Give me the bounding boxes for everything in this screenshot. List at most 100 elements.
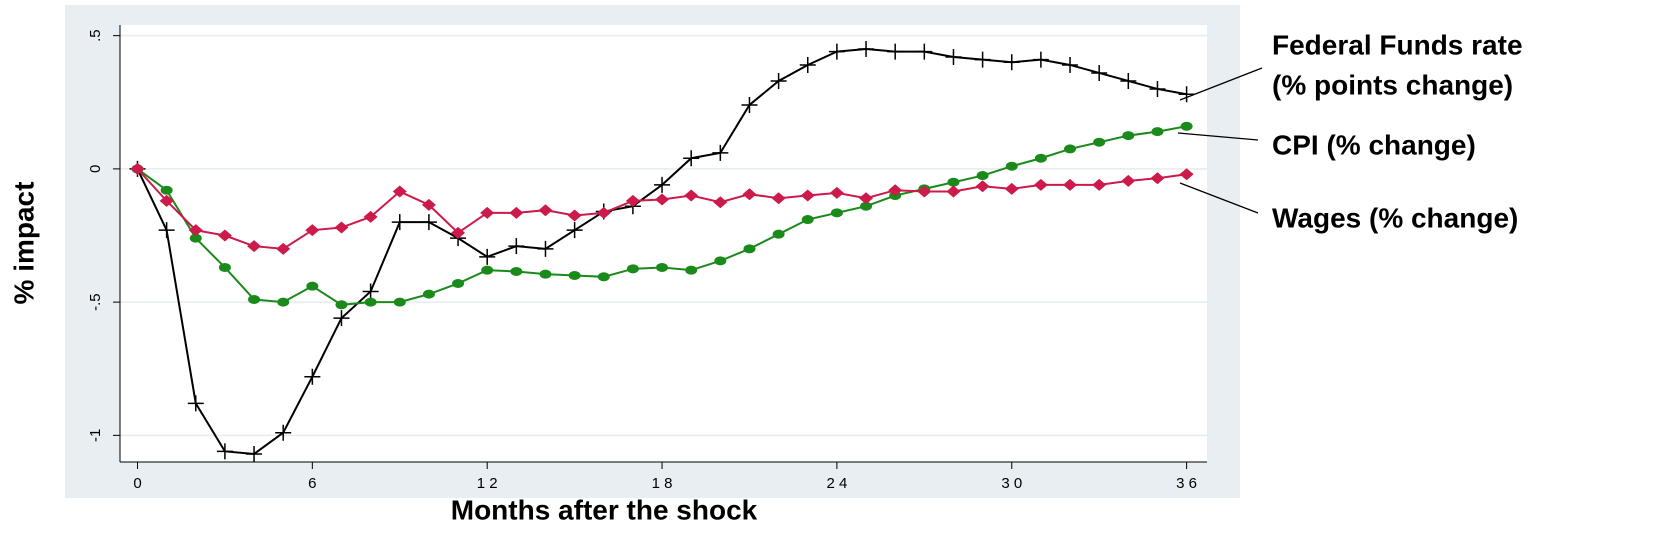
marker bbox=[655, 193, 670, 206]
marker bbox=[159, 194, 174, 207]
marker bbox=[1122, 131, 1135, 141]
marker bbox=[1091, 64, 1108, 81]
x-tick-label: 2 4 bbox=[826, 475, 847, 492]
marker bbox=[800, 189, 815, 202]
marker bbox=[597, 272, 610, 282]
marker bbox=[391, 214, 408, 231]
marker bbox=[568, 270, 581, 280]
marker bbox=[363, 210, 378, 223]
marker bbox=[1032, 51, 1049, 68]
marker bbox=[1062, 56, 1079, 73]
legend-label: Federal Funds rate bbox=[1272, 29, 1523, 60]
marker bbox=[510, 266, 523, 276]
marker bbox=[1149, 80, 1166, 97]
marker bbox=[364, 297, 377, 307]
marker bbox=[189, 233, 202, 243]
marker bbox=[539, 269, 552, 279]
marker bbox=[799, 56, 816, 73]
marker bbox=[451, 226, 466, 239]
marker bbox=[392, 185, 407, 198]
x-tick-label: 0 bbox=[133, 475, 141, 492]
leader-line bbox=[1179, 182, 1259, 214]
marker bbox=[830, 208, 843, 218]
marker bbox=[742, 188, 757, 201]
marker bbox=[976, 171, 989, 181]
x-tick-label: 6 bbox=[308, 475, 316, 492]
marker bbox=[566, 222, 583, 239]
marker bbox=[509, 206, 524, 219]
marker bbox=[217, 229, 232, 242]
marker bbox=[1151, 127, 1164, 137]
marker bbox=[916, 43, 933, 60]
marker bbox=[187, 395, 204, 412]
marker bbox=[887, 43, 904, 60]
marker bbox=[306, 281, 319, 291]
marker bbox=[772, 229, 785, 239]
marker bbox=[829, 186, 844, 199]
marker bbox=[537, 240, 554, 257]
marker bbox=[481, 265, 494, 275]
marker bbox=[333, 310, 350, 327]
marker bbox=[276, 242, 291, 255]
marker bbox=[452, 278, 465, 288]
marker bbox=[858, 40, 875, 57]
marker bbox=[713, 196, 728, 209]
marker bbox=[828, 43, 845, 60]
marker bbox=[683, 150, 700, 167]
marker bbox=[305, 224, 320, 237]
y-tick-label: -1 bbox=[87, 429, 104, 442]
marker bbox=[216, 443, 233, 460]
marker bbox=[1005, 161, 1018, 171]
marker bbox=[538, 204, 553, 217]
marker bbox=[770, 72, 787, 89]
marker bbox=[626, 264, 639, 274]
marker bbox=[1092, 178, 1107, 191]
y-axis-title: % impact bbox=[8, 182, 39, 305]
marker bbox=[801, 215, 814, 225]
x-axis-title: Months after the shock bbox=[451, 494, 758, 525]
marker bbox=[1063, 178, 1078, 191]
marker bbox=[421, 198, 436, 211]
marker bbox=[362, 283, 379, 300]
marker bbox=[479, 248, 496, 265]
marker bbox=[596, 206, 611, 219]
legend-label: (% points change) bbox=[1272, 69, 1513, 100]
x-tick-label: 1 8 bbox=[652, 475, 673, 492]
marker bbox=[860, 201, 873, 211]
marker bbox=[917, 185, 932, 198]
marker bbox=[684, 189, 699, 202]
y-tick-label: -.5 bbox=[87, 293, 104, 311]
marker bbox=[275, 424, 292, 441]
marker bbox=[393, 297, 406, 307]
marker bbox=[946, 185, 961, 198]
marker bbox=[248, 294, 261, 304]
y-tick-label: 0 bbox=[87, 165, 104, 173]
marker bbox=[1064, 144, 1077, 154]
marker bbox=[1121, 174, 1136, 187]
marker bbox=[741, 96, 758, 113]
marker bbox=[422, 289, 435, 299]
y-tick-label: .5 bbox=[87, 29, 104, 42]
marker bbox=[1003, 54, 1020, 71]
marker bbox=[771, 192, 786, 205]
marker bbox=[158, 222, 175, 239]
marker bbox=[945, 48, 962, 65]
legend-label: CPI (% change) bbox=[1272, 129, 1476, 160]
marker bbox=[656, 262, 669, 272]
marker bbox=[334, 221, 349, 234]
marker bbox=[508, 238, 525, 255]
marker bbox=[335, 300, 348, 310]
legend-label: Wages (% change) bbox=[1272, 202, 1518, 233]
marker bbox=[654, 176, 671, 193]
marker bbox=[743, 244, 756, 254]
marker bbox=[974, 51, 991, 68]
marker bbox=[714, 256, 727, 266]
marker bbox=[480, 206, 495, 219]
marker bbox=[947, 177, 960, 187]
leader-line bbox=[1177, 132, 1259, 141]
marker bbox=[1120, 72, 1137, 89]
marker bbox=[304, 368, 321, 385]
marker bbox=[1150, 172, 1165, 185]
